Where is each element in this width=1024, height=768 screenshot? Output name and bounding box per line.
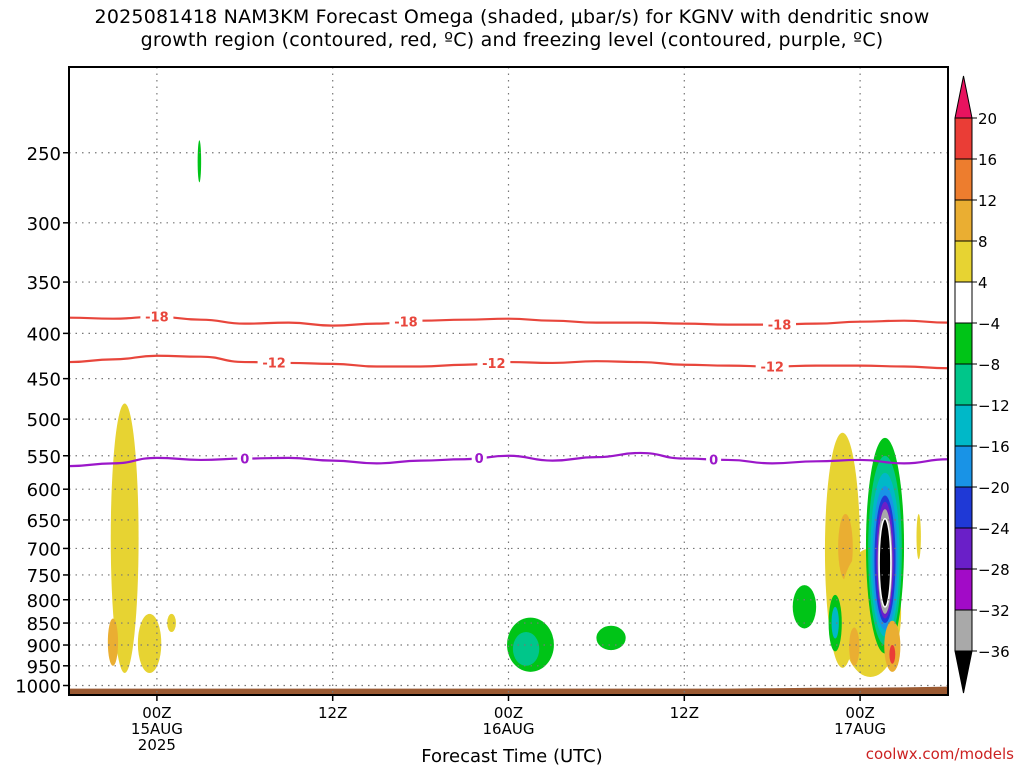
y-tick-label-300: 300 xyxy=(27,214,61,235)
y-tick-label-1000: 1000 xyxy=(15,677,61,698)
isotherm--18-label-bg-0 xyxy=(140,308,174,325)
y-tick-label-550: 550 xyxy=(27,447,61,468)
y-tick-label-900: 900 xyxy=(27,636,61,657)
x-tick-label-3-0: 12Z xyxy=(670,704,699,722)
isotherm--18-label-0: -18 xyxy=(145,311,169,326)
colorbar-label-5: −4 xyxy=(978,315,1000,333)
y-tick-label-250: 250 xyxy=(27,144,61,165)
credit-link[interactable]: coolwx.com/models xyxy=(865,745,1014,763)
omega-region-1 xyxy=(107,618,119,666)
colorbar-bin-9 xyxy=(954,486,973,529)
omega-region-2 xyxy=(137,613,162,674)
omega-region-22 xyxy=(849,627,860,666)
colorbar-bin-7 xyxy=(954,404,973,447)
y-tick-label-500: 500 xyxy=(27,410,61,431)
chart-title-line-2: growth region (contoured, red, ºC) and f… xyxy=(140,29,884,51)
colorbar-label-6: −8 xyxy=(978,356,1000,374)
colorbar-bin-6 xyxy=(954,363,973,406)
colorbar-label-13: −36 xyxy=(978,643,1010,661)
isotherm--12-label-0: -12 xyxy=(262,357,286,372)
colorbar-bin-0 xyxy=(954,117,973,160)
y-tick-label-400: 400 xyxy=(27,324,61,345)
colorbar-label-2: 12 xyxy=(978,192,997,210)
isotherm-0-label-2: 0 xyxy=(709,453,718,468)
colorbar-label-0: 20 xyxy=(978,110,997,128)
isotherm--18-line xyxy=(69,315,948,327)
isotherm-0-label-0: 0 xyxy=(240,453,249,468)
omega-region-10 xyxy=(838,514,853,581)
omega-region-4 xyxy=(197,140,202,183)
colorbar-label-8: −16 xyxy=(978,438,1010,456)
x-tick-label-2-1: 16AUG xyxy=(483,720,535,738)
x-tick-label-0-2: 2025 xyxy=(138,736,176,754)
isotherm--12-label-bg-0 xyxy=(257,354,291,371)
omega-region-6 xyxy=(512,631,540,666)
isotherm--12-label-bg-2 xyxy=(755,358,789,375)
y-tick-label-850: 850 xyxy=(27,614,61,635)
colorbar-bin-4 xyxy=(954,281,973,324)
colorbar-bin-12 xyxy=(954,609,973,652)
omega-region-3 xyxy=(167,613,176,632)
isotherm-0-label-1: 0 xyxy=(475,452,484,467)
x-tick-label-1-0: 12Z xyxy=(318,704,347,722)
colorbar-label-9: −20 xyxy=(978,479,1010,497)
y-tick-label-800: 800 xyxy=(27,591,61,612)
colorbar-label-4: 4 xyxy=(978,274,988,292)
colorbar-over-arrow xyxy=(954,75,973,119)
x-axis-title: Forecast Time (UTC) xyxy=(421,746,603,767)
omega-region-7 xyxy=(596,625,626,651)
colorbar-bin-11 xyxy=(954,568,973,611)
omega-region-19 xyxy=(878,518,892,608)
colorbar-bin-1 xyxy=(954,158,973,201)
y-tick-label-750: 750 xyxy=(27,566,61,587)
omega-region-21 xyxy=(831,606,839,639)
isotherm--18-label-bg-2 xyxy=(763,316,797,333)
y-tick-label-450: 450 xyxy=(27,370,61,391)
colorbar-bin-2 xyxy=(954,199,973,242)
x-tick-label-4-0: 00Z xyxy=(845,704,874,722)
isotherm-0-label-bg-2 xyxy=(706,451,722,468)
colorbar-label-3: 8 xyxy=(978,233,988,251)
x-tick-label-0-1: 15AUG xyxy=(131,720,183,738)
colorbar-label-7: −12 xyxy=(978,397,1010,415)
ground-surface xyxy=(69,686,948,695)
colorbar-under-arrow xyxy=(954,650,973,694)
y-tick-label-950: 950 xyxy=(27,657,61,678)
y-tick-label-700: 700 xyxy=(27,539,61,560)
isotherm--18-label-bg-1 xyxy=(389,313,423,330)
omega-region-0 xyxy=(110,403,139,674)
x-tick-label-2-0: 00Z xyxy=(494,704,523,722)
colorbar-bin-10 xyxy=(954,527,973,570)
y-tick-label-600: 600 xyxy=(27,480,61,501)
colorbar-label-1: 16 xyxy=(978,151,997,169)
colorbar-label-11: −28 xyxy=(978,561,1010,579)
colorbar-bin-3 xyxy=(954,240,973,283)
isotherm-0-line xyxy=(69,451,948,468)
isotherm--12-label-1: -12 xyxy=(482,357,506,372)
chart-title-line-1: 2025081418 NAM3KM Forecast Omega (shaded… xyxy=(94,6,930,28)
isotherm-0-label-bg-0 xyxy=(237,450,253,467)
colorbar-bin-8 xyxy=(954,445,973,488)
isotherm--18-label-2: -18 xyxy=(768,318,792,333)
omega-region-8 xyxy=(792,585,817,629)
isotherm--18-label-1: -18 xyxy=(394,316,418,331)
y-tick-label-350: 350 xyxy=(27,273,61,294)
x-tick-label-0-0: 00Z xyxy=(142,704,171,722)
isotherm--12-label-bg-1 xyxy=(477,354,511,371)
y-tick-label-650: 650 xyxy=(27,511,61,532)
omega-region-24 xyxy=(889,645,896,664)
x-tick-label-4-1: 17AUG xyxy=(834,720,886,738)
isotherm--12-label-2: -12 xyxy=(760,360,784,375)
colorbar-bin-5 xyxy=(954,322,973,365)
colorbar-label-12: −32 xyxy=(978,602,1010,620)
colorbar-label-10: −24 xyxy=(978,520,1010,538)
omega-region-25 xyxy=(916,514,921,560)
plot-area: -18 -18 -18 -12 -12 -12 0 0 0 xyxy=(69,67,948,695)
isotherm-0-label-bg-1 xyxy=(471,450,487,467)
